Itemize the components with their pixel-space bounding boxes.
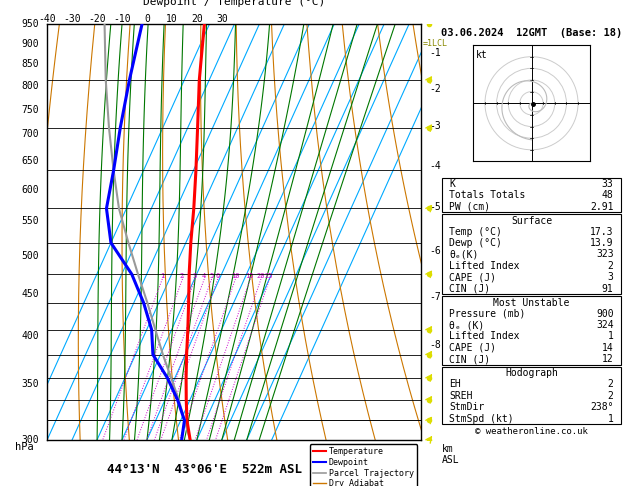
Text: Lifted Index: Lifted Index xyxy=(449,331,520,342)
Text: 850: 850 xyxy=(21,59,39,69)
Text: CIN (J): CIN (J) xyxy=(449,354,491,364)
Text: 2: 2 xyxy=(608,379,614,389)
Bar xyxy=(442,214,621,295)
Text: 91: 91 xyxy=(602,284,614,294)
Bar xyxy=(442,296,621,365)
Text: CIN (J): CIN (J) xyxy=(449,284,491,294)
Text: Totals Totals: Totals Totals xyxy=(449,190,526,200)
Text: Hodograph: Hodograph xyxy=(505,368,558,379)
Text: -2: -2 xyxy=(429,84,441,93)
Text: 10: 10 xyxy=(166,14,178,24)
Text: 12: 12 xyxy=(602,354,614,364)
Text: θₑ (K): θₑ (K) xyxy=(449,320,485,330)
Text: -4: -4 xyxy=(429,160,441,171)
Text: 5: 5 xyxy=(209,273,213,278)
Text: 30: 30 xyxy=(216,14,228,24)
Text: 900: 900 xyxy=(596,309,614,319)
Text: 324: 324 xyxy=(596,320,614,330)
Text: 750: 750 xyxy=(21,104,39,115)
Text: 2: 2 xyxy=(180,273,184,278)
Text: 1: 1 xyxy=(160,273,164,278)
Text: 900: 900 xyxy=(21,39,39,49)
Text: 1: 1 xyxy=(608,414,614,423)
Text: -10: -10 xyxy=(113,14,131,24)
Text: 14: 14 xyxy=(602,343,614,353)
Text: Dewp (°C): Dewp (°C) xyxy=(449,238,503,248)
Text: -30: -30 xyxy=(64,14,81,24)
Text: -5: -5 xyxy=(429,202,441,212)
Text: 20: 20 xyxy=(191,14,203,24)
Text: 500: 500 xyxy=(21,251,39,260)
Text: 44°13'N  43°06'E  522m ASL: 44°13'N 43°06'E 522m ASL xyxy=(107,463,302,476)
Text: hPa: hPa xyxy=(15,442,34,452)
Text: Most Unstable: Most Unstable xyxy=(493,298,570,308)
Text: 3: 3 xyxy=(608,272,614,282)
Text: © weatheronline.co.uk: © weatheronline.co.uk xyxy=(475,427,588,435)
Text: 2: 2 xyxy=(608,391,614,400)
Text: 600: 600 xyxy=(21,185,39,195)
Text: 2: 2 xyxy=(608,261,614,271)
Text: Surface: Surface xyxy=(511,216,552,226)
Text: EH: EH xyxy=(449,379,461,389)
Text: -1: -1 xyxy=(429,48,441,58)
Text: 17.3: 17.3 xyxy=(590,226,614,237)
Text: 6: 6 xyxy=(215,273,220,278)
Text: =1LCL: =1LCL xyxy=(422,39,447,48)
Text: 323: 323 xyxy=(596,249,614,260)
Text: K: K xyxy=(449,179,455,189)
Text: 550: 550 xyxy=(21,216,39,226)
Text: 13.9: 13.9 xyxy=(590,238,614,248)
Text: 25: 25 xyxy=(265,273,274,278)
Text: SREH: SREH xyxy=(449,391,473,400)
Text: 950: 950 xyxy=(21,19,39,29)
Text: -8: -8 xyxy=(429,340,441,350)
Text: km
ASL: km ASL xyxy=(442,444,460,465)
Text: 2.91: 2.91 xyxy=(590,202,614,211)
Text: 350: 350 xyxy=(21,379,39,389)
Text: 03.06.2024  12GMT  (Base: 18): 03.06.2024 12GMT (Base: 18) xyxy=(441,29,622,38)
Text: 450: 450 xyxy=(21,289,39,299)
Text: -3: -3 xyxy=(429,121,441,131)
Text: 300: 300 xyxy=(21,435,39,445)
Text: 33: 33 xyxy=(602,179,614,189)
Text: 238°: 238° xyxy=(590,402,614,412)
Text: CAPE (J): CAPE (J) xyxy=(449,343,496,353)
Text: 1: 1 xyxy=(608,331,614,342)
Text: 3: 3 xyxy=(192,273,197,278)
Text: 15: 15 xyxy=(245,273,254,278)
Text: 650: 650 xyxy=(21,156,39,166)
Text: Temp (°C): Temp (°C) xyxy=(449,226,503,237)
Text: 20: 20 xyxy=(257,273,265,278)
Legend: Temperature, Dewpoint, Parcel Trajectory, Dry Adiabat, Wet Adiabat, Isotherm, Mi: Temperature, Dewpoint, Parcel Trajectory… xyxy=(309,444,417,486)
Text: StmDir: StmDir xyxy=(449,402,485,412)
Text: -7: -7 xyxy=(429,292,441,302)
Text: 0: 0 xyxy=(144,14,150,24)
Text: 10: 10 xyxy=(231,273,239,278)
Text: Pressure (mb): Pressure (mb) xyxy=(449,309,526,319)
Bar xyxy=(442,178,621,212)
Text: Mixing Ratio (g/kg): Mixing Ratio (g/kg) xyxy=(459,176,469,288)
Text: 800: 800 xyxy=(21,81,39,91)
Text: θₑ(K): θₑ(K) xyxy=(449,249,479,260)
Text: Lifted Index: Lifted Index xyxy=(449,261,520,271)
Text: StmSpd (kt): StmSpd (kt) xyxy=(449,414,514,423)
Text: 48: 48 xyxy=(602,190,614,200)
Text: Dewpoint / Temperature (°C): Dewpoint / Temperature (°C) xyxy=(143,0,325,7)
Text: -40: -40 xyxy=(38,14,56,24)
Text: 400: 400 xyxy=(21,331,39,341)
Text: PW (cm): PW (cm) xyxy=(449,202,491,211)
Text: -6: -6 xyxy=(429,245,441,256)
Text: -20: -20 xyxy=(88,14,106,24)
Text: CAPE (J): CAPE (J) xyxy=(449,272,496,282)
Text: 700: 700 xyxy=(21,129,39,139)
Bar xyxy=(442,367,621,424)
Text: 4: 4 xyxy=(202,273,206,278)
